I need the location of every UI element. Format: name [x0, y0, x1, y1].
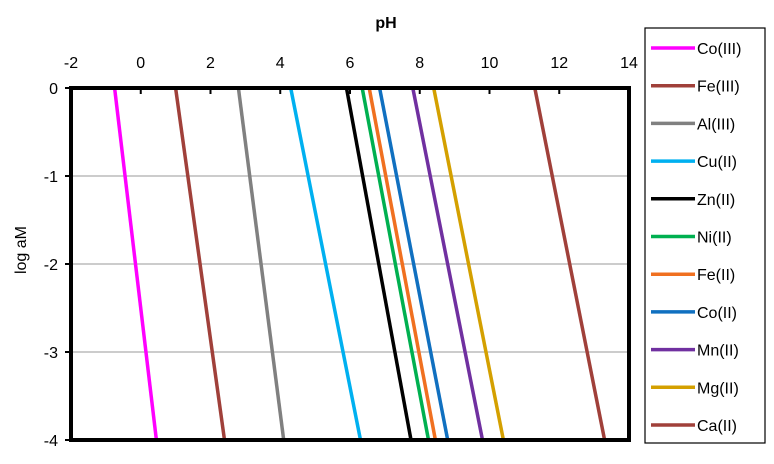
x-tick-label: 0	[136, 55, 145, 72]
series-line-3	[236, 87, 286, 441]
x-tick-label: 6	[346, 55, 355, 72]
legend-label: Co(III)	[697, 41, 741, 58]
series-line-7	[367, 87, 438, 441]
y-axis-title: log aM	[13, 226, 30, 274]
series-line-2	[173, 87, 227, 441]
x-tick-label: -2	[64, 55, 78, 72]
legend: Co(III) Fe(III) Al(III) Cu(II) Zn(II) Ni(II) F…	[651, 41, 741, 435]
series-line-6	[360, 87, 431, 441]
y-tick-label: -3	[44, 345, 58, 362]
x-tick-label: 2	[206, 55, 215, 72]
series-line-8	[377, 87, 450, 441]
x-axis-title: pH	[375, 15, 396, 32]
legend-label: Co(II)	[697, 305, 737, 322]
legend-label: Fe(II)	[697, 267, 735, 284]
legend-label: Cu(II)	[697, 154, 737, 171]
legend-label: Mn(II)	[697, 343, 739, 360]
x-tick-label: 10	[481, 55, 499, 72]
legend-label: Ca(II)	[697, 418, 737, 435]
x-ticks: -2 0 2 4 6 8 10 12 14	[64, 55, 638, 94]
x-tick-label: 12	[550, 55, 568, 72]
legend-label: Al(III)	[697, 116, 735, 133]
x-tick-label: 4	[276, 55, 285, 72]
legend-label: Ni(II)	[697, 230, 732, 247]
legend-label: Zn(II)	[697, 192, 735, 209]
y-tick-label: -4	[44, 433, 58, 450]
y-tick-label: 0	[49, 81, 58, 98]
x-tick-label: 14	[620, 55, 638, 72]
legend-label: Fe(III)	[697, 79, 740, 96]
legend-label: Mg(II)	[697, 380, 739, 397]
series-line-9	[411, 87, 485, 441]
x-tick-label: 8	[415, 55, 424, 72]
series-lines	[112, 87, 607, 441]
gridlines	[71, 175, 629, 353]
series-line-5	[344, 87, 413, 441]
series-line-10	[431, 87, 506, 441]
y-tick-label: -2	[44, 257, 58, 274]
series-line-1	[112, 87, 159, 441]
series-line-4	[288, 87, 363, 441]
y-tick-label: -1	[44, 169, 58, 186]
y-ticks: 0 -1 -2 -3 -4	[44, 81, 71, 450]
series-line-11	[533, 87, 607, 441]
